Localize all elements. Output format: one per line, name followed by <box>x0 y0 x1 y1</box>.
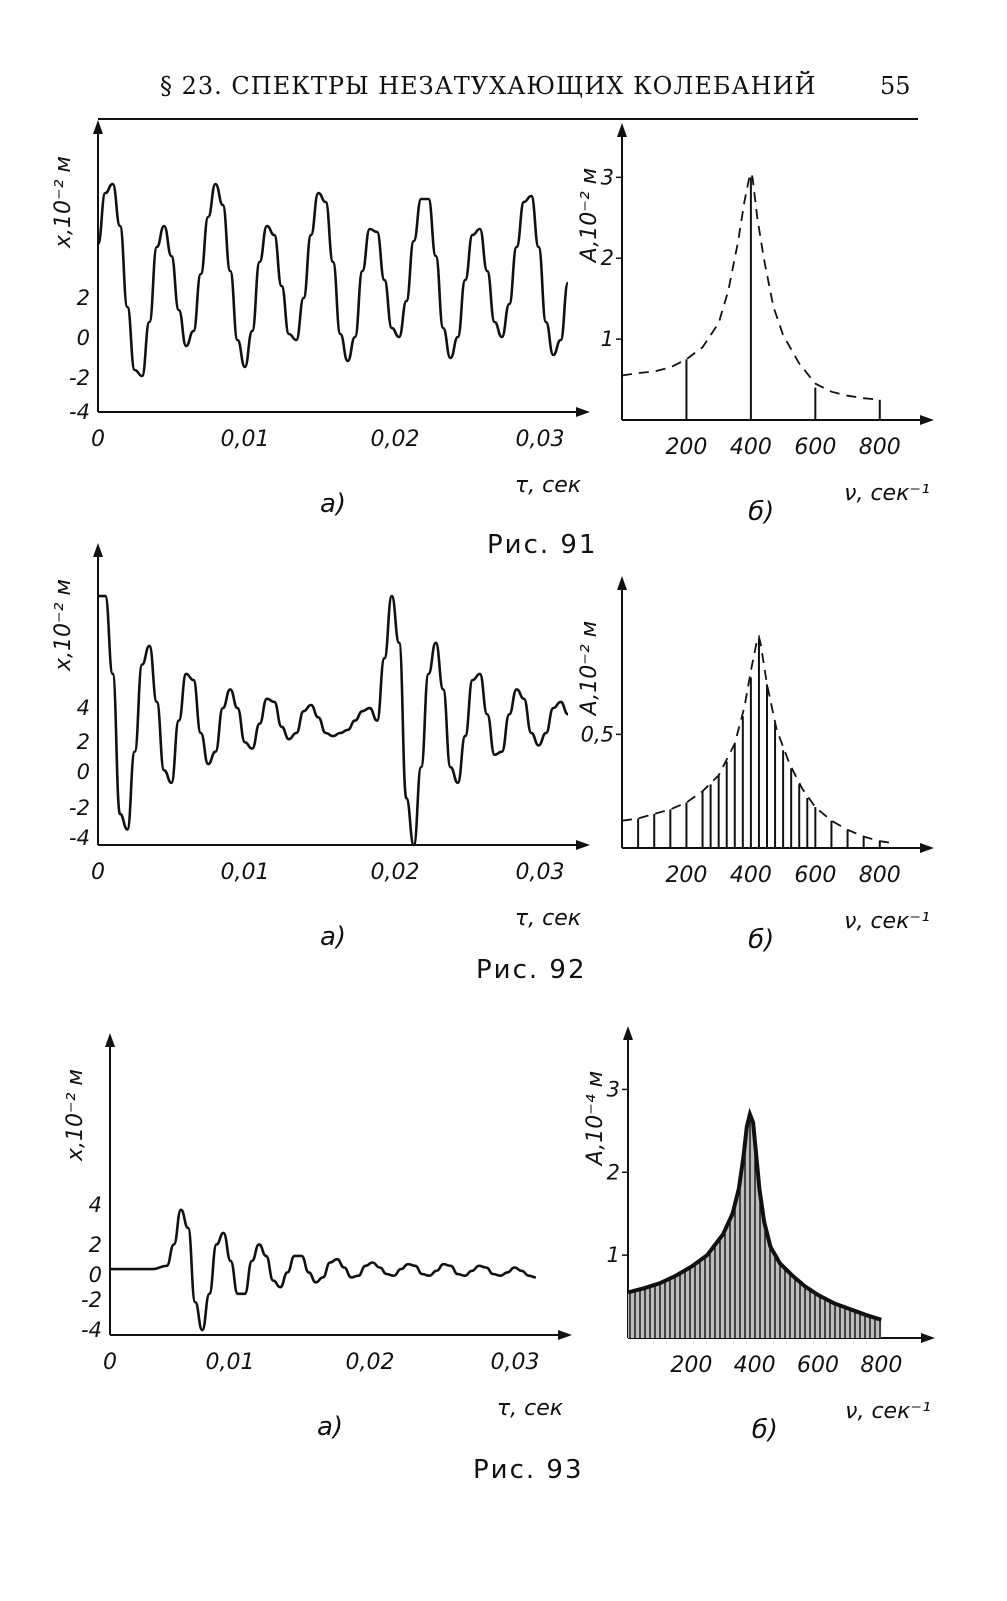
fig91b-x-axis-label: ν, сек⁻¹ <box>844 481 930 506</box>
fig92b-xtick-label: 800 <box>859 863 901 888</box>
fig91b-xtick-label: 800 <box>859 435 901 460</box>
fig92b-x-axis-label: ν, сек⁻¹ <box>844 909 930 934</box>
fig93b-envelope <box>627 1107 882 1322</box>
fig92a-y-axis-label: x,10⁻² м <box>51 579 76 672</box>
fig91b-x-axis-arrow <box>920 415 934 425</box>
fig93a-ytick-label: 4 <box>89 1193 102 1217</box>
fig91a-x-axis-label: τ, сек <box>515 473 582 498</box>
fig93b-y-axis-label: A,10⁻⁴ м <box>583 1071 608 1167</box>
figure-caption-93: Рис. 93 <box>473 1455 584 1485</box>
fig93a-ytick-label: -2 <box>81 1288 102 1312</box>
fig93a-sublabel: а) <box>317 1412 343 1442</box>
header-rule <box>98 118 918 120</box>
fig92a-x-axis-label: τ, сек <box>515 906 582 931</box>
fig93a-ytick-label: 2 <box>89 1233 102 1257</box>
fig92b-x-axis-arrow <box>920 843 934 853</box>
fig93b-xtick-label: 800 <box>860 1353 902 1378</box>
fig93a-xtick-label: 0,01 <box>206 1350 255 1375</box>
fig91b-xtick-label: 600 <box>794 435 836 460</box>
fig92a-ytick-label: 2 <box>77 730 90 754</box>
fig93a-x-axis-label: τ, сек <box>497 1396 564 1421</box>
fig93b-xtick-label: 400 <box>734 1353 776 1378</box>
fig91a-xtick-label: 0,03 <box>516 427 565 452</box>
fig91a-y-axis-label: x,10⁻² м <box>51 156 76 249</box>
fig92a-ytick-label: 0 <box>77 760 90 784</box>
fig92a-xtick-label: 0,01 <box>221 860 270 885</box>
page-number: 55 <box>880 72 911 100</box>
fig91b-y-axis-arrow <box>617 123 627 137</box>
fig93b-xtick-label: 200 <box>670 1353 712 1378</box>
figure-caption-91: Рис. 91 <box>487 530 598 560</box>
figure-caption-92: Рис. 92 <box>476 955 587 985</box>
fig93a-series-line <box>110 1208 536 1332</box>
fig91b-ytick-label: 1 <box>601 327 614 351</box>
fig92a-ytick-label: 4 <box>77 696 90 720</box>
fig93b-ytick-label: 1 <box>607 1243 620 1267</box>
fig92b-y-axis-arrow <box>617 576 627 590</box>
page-header: § 23. СПЕКТРЫ НЕЗАТУХАЮЩИХ КОЛЕБАНИЙ <box>160 72 817 100</box>
fig91a-series-line <box>96 182 570 378</box>
fig91b-sublabel: б) <box>748 497 774 527</box>
fig92a-ytick-label: -2 <box>69 796 90 820</box>
fig91a-xtick-label: 0,02 <box>371 427 420 452</box>
fig91a-ytick-label: -2 <box>69 366 90 390</box>
fig93a-xtick-label: 0,03 <box>491 1350 540 1375</box>
fig91a-ytick-label: 0 <box>77 326 90 350</box>
fig93b-y-axis-arrow <box>623 1026 633 1040</box>
fig93a-xtick-label: 0 <box>103 1350 117 1375</box>
fig92b-xtick-label: 200 <box>665 863 707 888</box>
fig91b-ytick-label: 2 <box>601 246 614 270</box>
fig92b-envelope <box>621 634 897 845</box>
fig92a-xtick-label: 0,02 <box>371 860 420 885</box>
fig93a-xtick-label: 0,02 <box>346 1350 395 1375</box>
fig92a-sublabel: а) <box>320 922 346 952</box>
fig91a-xtick-label: 0,01 <box>221 427 270 452</box>
fig91a-y-axis-arrow <box>93 120 103 134</box>
fig93b-x-axis-arrow <box>921 1333 935 1343</box>
fig91b-envelope <box>621 170 880 401</box>
fig91b-xtick-label: 200 <box>665 435 707 460</box>
fig93a-x-axis-arrow <box>558 1330 572 1340</box>
fig93a-y-axis-arrow <box>105 1033 115 1047</box>
fig93a-ytick-label: -4 <box>81 1318 102 1342</box>
fig91a-xtick-label: 0 <box>91 427 105 452</box>
fig93b-x-axis-label: ν, сек⁻¹ <box>845 1399 931 1424</box>
fig92a-x-axis-arrow <box>576 840 590 850</box>
fig93a-ytick-label: 0 <box>89 1263 102 1287</box>
fig93b-xtick-label: 600 <box>797 1353 839 1378</box>
fig92a-series-line <box>97 594 569 847</box>
fig91b-ytick-label: 3 <box>601 165 614 189</box>
fig91a-x-axis-arrow <box>576 407 590 417</box>
fig92b-y-axis-label: A,10⁻² м <box>577 621 602 717</box>
fig93b-ytick-label: 3 <box>607 1077 620 1101</box>
fig93a-y-axis-label: x,10⁻² м <box>63 1069 88 1162</box>
fig92b-xtick-label: 400 <box>730 863 772 888</box>
fig92a-y-axis-arrow <box>93 543 103 557</box>
fig92a-xtick-label: 0,03 <box>516 860 565 885</box>
fig91a-ytick-label: -4 <box>69 400 90 424</box>
fig93b-ytick-label: 2 <box>607 1160 620 1184</box>
fig92a-xtick-label: 0 <box>91 860 105 885</box>
fig91b-xtick-label: 400 <box>730 435 772 460</box>
fig92b-xtick-label: 600 <box>794 863 836 888</box>
fig91a-sublabel: а) <box>320 489 346 519</box>
fig91a-ytick-label: 2 <box>77 286 90 310</box>
fig92b-ytick-label: 0,5 <box>581 722 614 746</box>
fig92b-sublabel: б) <box>748 925 774 955</box>
fig91b-y-axis-label: A,10⁻² м <box>577 168 602 264</box>
fig92a-ytick-label: -4 <box>69 826 90 850</box>
fig93b-sublabel: б) <box>752 1415 778 1445</box>
